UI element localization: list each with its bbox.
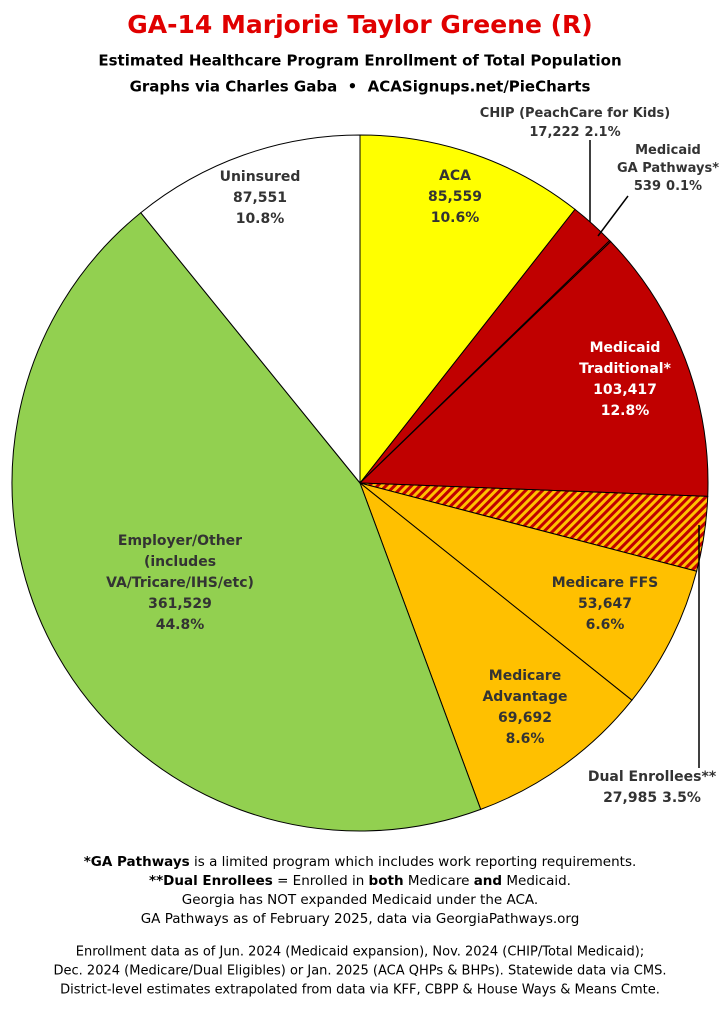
chart-title: GA-14 Marjorie Taylor Greene (R) (127, 10, 592, 39)
slice-label: Medicare Advantage (482, 668, 567, 705)
percent-label: 10.8% (236, 211, 285, 227)
pie (11, 134, 709, 832)
note-segment: is a limited program which includes work… (190, 854, 637, 870)
credit: Graphs via Charles Gaba • ACASignups.net… (130, 78, 591, 96)
note-segment: Georgia has NOT expanded Medicaid under … (182, 892, 538, 908)
slice (358, 481, 633, 811)
percent-label: 6.6% (586, 617, 625, 633)
slice (359, 482, 698, 701)
slice-label: Dual Enrollees** (588, 769, 717, 785)
slice-label: Employer/Other (includes VA/Tricare/IHS/et… (106, 533, 254, 591)
subtitle: Estimated Healthcare Program Enrollment … (98, 52, 621, 70)
percent-label: 10.6% (431, 210, 480, 226)
slice-label: CHIP (PeachCare for Kids) (480, 106, 670, 121)
note: GA Pathways as of February 2025, data vi… (141, 911, 580, 927)
value-label: 27,985 3.5% (603, 790, 701, 806)
note-segment: **Dual Enrollees (149, 873, 273, 889)
leader-line (597, 195, 629, 237)
slice (11, 212, 482, 832)
note-segment: Medicare (404, 873, 474, 889)
value-label: 103,417 (593, 382, 657, 398)
value-label: 361,529 (148, 596, 212, 612)
percent-label: 12.8% (601, 403, 650, 419)
footer-line: Enrollment data as of Jun. 2024 (Medicai… (76, 945, 644, 960)
slice-label: ACA (439, 168, 471, 184)
percent: 2.1% (585, 125, 621, 140)
note-segment: Medicaid. (502, 873, 571, 889)
count: 539 (634, 179, 661, 194)
slice (358, 240, 709, 497)
note: **Dual Enrollees = Enrolled in both Medi… (149, 873, 571, 889)
percent: 3.5% (662, 790, 701, 806)
slice (359, 134, 576, 485)
slice-label: Medicaid Traditional* (579, 340, 672, 377)
note-segment: and (474, 873, 502, 889)
note: Georgia has NOT expanded Medicaid under … (182, 892, 538, 908)
note-segment: *GA Pathways (84, 854, 190, 870)
percent-label: 8.6% (506, 731, 545, 747)
count: 17,222 (529, 125, 579, 140)
value-label: 69,692 (498, 710, 552, 726)
note-segment: both (369, 873, 404, 889)
footer-line: District-level estimates extrapolated fr… (60, 983, 660, 998)
value-label: 539 0.1% (634, 179, 702, 194)
slice-label: Uninsured (220, 169, 301, 185)
footer-line: Dec. 2024 (Medicare/Dual Eligibles) or J… (54, 964, 667, 979)
value-label: 85,559 (428, 189, 482, 205)
count: 27,985 (603, 790, 657, 806)
note-segment: GA Pathways as of February 2025, data vi… (141, 911, 580, 927)
slice-label: Medicare FFS (552, 575, 658, 591)
note: *GA Pathways is a limited program which … (84, 854, 637, 870)
value-label: 17,222 2.1% (529, 125, 620, 140)
slice (140, 134, 361, 485)
percent-label: 44.8% (156, 617, 205, 633)
percent: 0.1% (666, 179, 702, 194)
value-label: 53,647 (578, 596, 632, 612)
value-label: 87,551 (233, 190, 287, 206)
note-segment: = Enrolled in (273, 873, 369, 889)
slice-label: Medicaid GA Pathways* (617, 143, 719, 176)
